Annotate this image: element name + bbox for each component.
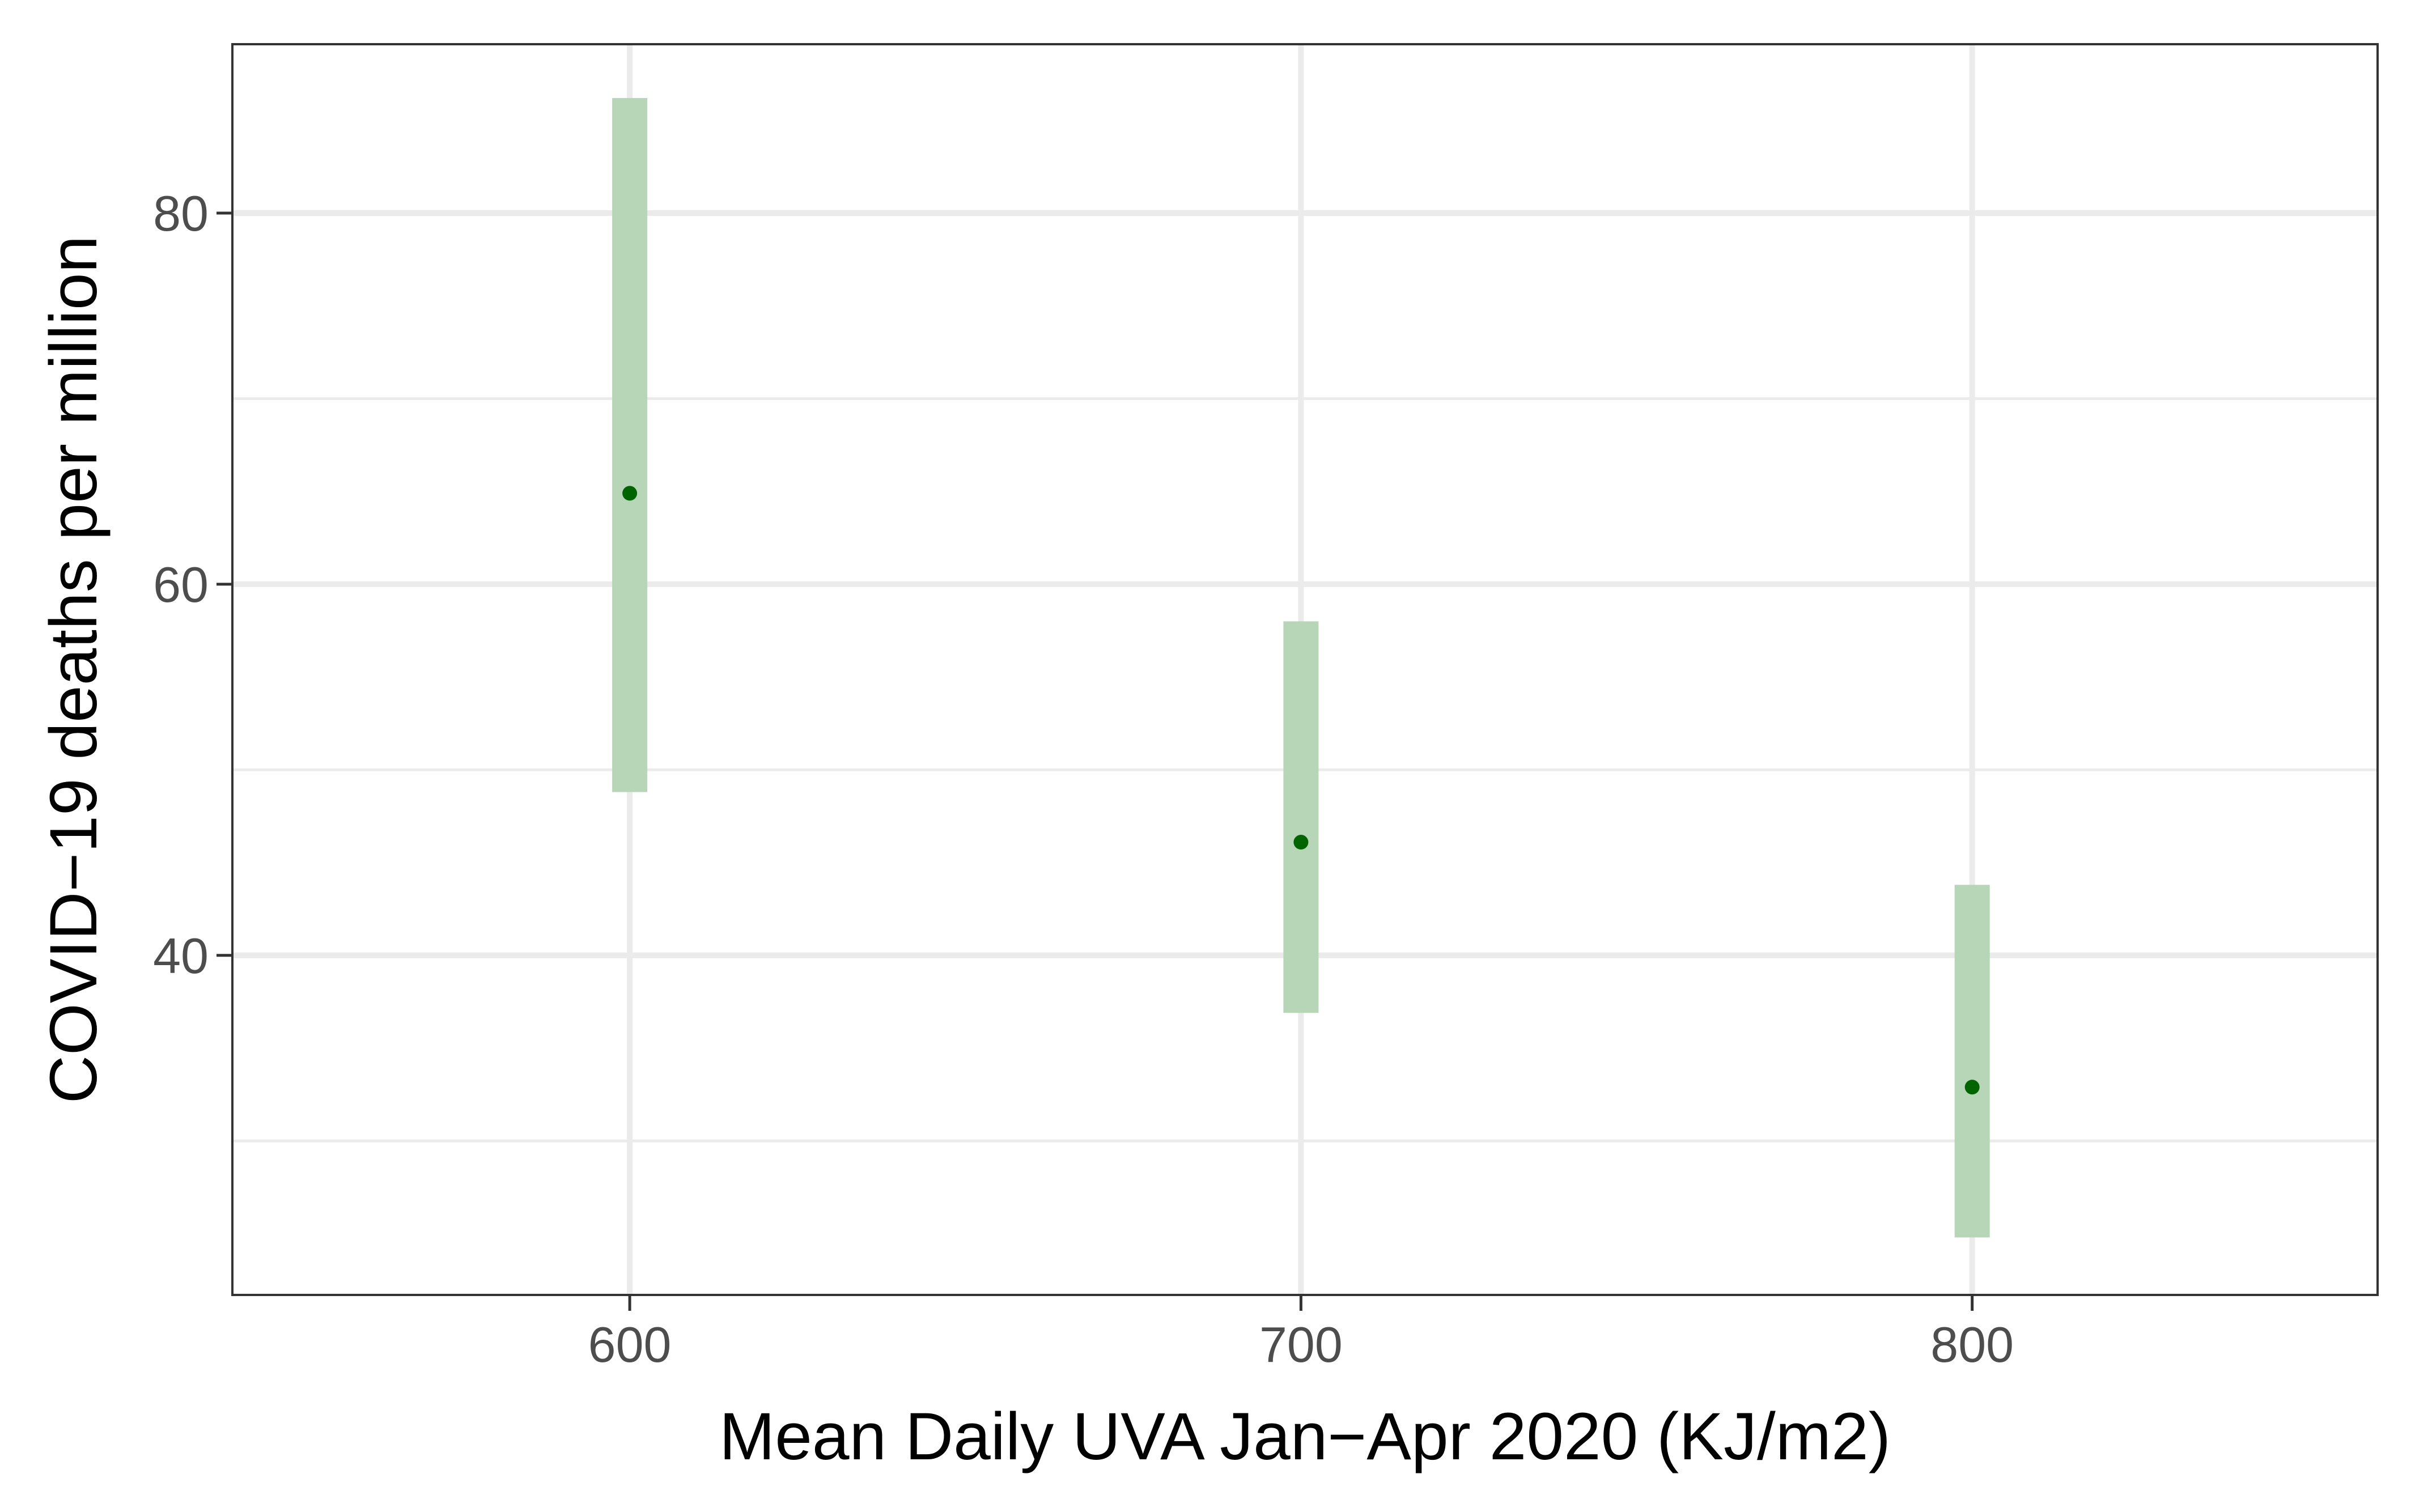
x-tick-label: 600 xyxy=(588,1316,672,1373)
axis-layer: 600 700 800 40 60 80 xyxy=(153,185,2014,1373)
x-tick-label: 700 xyxy=(1259,1316,1343,1373)
y-tick-label: 80 xyxy=(153,185,209,241)
point-layer xyxy=(622,486,1980,1095)
data-point xyxy=(1964,1080,1980,1095)
y-tick-label: 40 xyxy=(153,928,209,984)
x-tick-label: 800 xyxy=(1930,1316,2014,1373)
interval-band xyxy=(612,97,648,792)
panel-border xyxy=(231,43,2379,1296)
x-axis-title: Mean Daily UVA Jan−Apr 2020 (KJ/m2) xyxy=(719,1399,1891,1474)
data-point xyxy=(1293,835,1309,850)
interval-band xyxy=(1954,885,1990,1238)
data-point xyxy=(622,486,638,501)
interval-layer xyxy=(612,97,1990,1238)
y-tick-label: 60 xyxy=(153,557,209,613)
y-axis-title: COVID−19 deaths per million xyxy=(36,236,111,1103)
interval-band xyxy=(1283,621,1319,1013)
